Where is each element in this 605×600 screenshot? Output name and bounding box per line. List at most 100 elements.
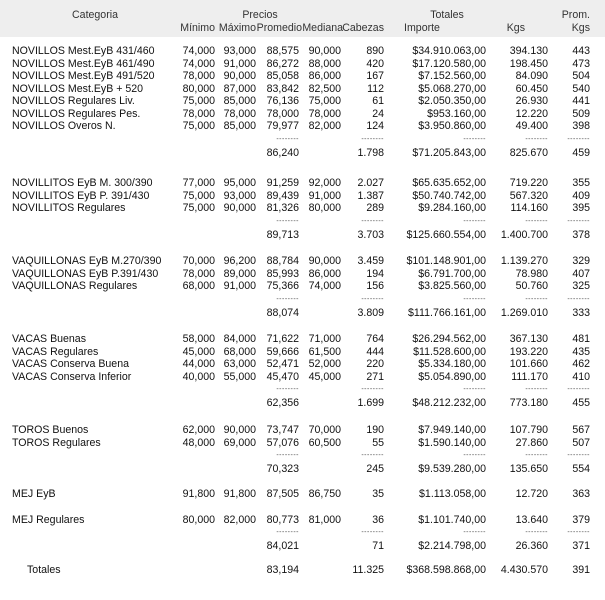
row-category: NOVILLOS Overos N. <box>12 120 116 132</box>
totals-kgs: 4.430.570 <box>500 564 548 576</box>
row-max: 91,800 <box>223 488 256 500</box>
separator-importe: -------- <box>463 295 486 303</box>
row-max: 82,000 <box>223 513 256 526</box>
row-max: 63,000 <box>223 358 256 370</box>
row-med: 86,750 <box>308 488 341 500</box>
row-pkg: 481 <box>572 333 590 345</box>
row-category: MEJ EyB <box>12 488 56 500</box>
row-med: 82,000 <box>308 120 341 132</box>
row-max: 87,000 <box>223 82 256 95</box>
row-pkg: 329 <box>572 255 590 267</box>
separator-cabezas: -------- <box>361 135 384 143</box>
row-cab: 271 <box>366 370 384 383</box>
row-imp: $9.284.160,00 <box>418 202 486 214</box>
row-kgs: 26.930 <box>515 95 548 107</box>
row-med: 70,000 <box>308 424 341 436</box>
row-imp: $65.635.652,00 <box>412 177 486 189</box>
separator-promedio: -------- <box>276 529 299 536</box>
row-max: 85,000 <box>223 120 256 132</box>
subtotal-pkg: 554 <box>572 463 590 475</box>
row-prom: 85,058 <box>266 70 299 82</box>
row-category: VAQUILLONAS Regulares <box>12 280 138 292</box>
row-imp: $5.334.180,00 <box>418 358 486 370</box>
row-prom: 76,136 <box>266 95 299 107</box>
row-cab: 156 <box>366 280 384 292</box>
row-kgs: 114.160 <box>510 202 548 214</box>
row-prom: 80,773 <box>266 513 299 526</box>
row-category: NOVILLITOS EyB P. 391/430 <box>12 189 150 202</box>
row-imp: $6.791.700,00 <box>418 267 486 280</box>
row-max: 90,000 <box>223 202 256 214</box>
row-kgs: 13.640 <box>515 513 548 526</box>
row-pkg: 363 <box>572 488 590 500</box>
row-med: 75,000 <box>308 95 341 107</box>
header-minimo: Mínimo <box>180 22 215 34</box>
row-min: 58,000 <box>182 333 215 345</box>
row-med: 86,000 <box>308 70 341 82</box>
row-prom: 81,326 <box>266 202 299 214</box>
row-cab: 289 <box>366 202 384 214</box>
row-prom: 59,666 <box>266 345 299 358</box>
separator-prom-kgs: -------- <box>567 452 590 459</box>
row-imp: $7.949.140,00 <box>418 424 486 436</box>
separator-promedio: -------- <box>276 295 299 303</box>
row-category: VACAS Regulares <box>12 345 99 358</box>
row-min: 91,800 <box>182 488 215 500</box>
row-imp: $5.068.270,00 <box>418 82 486 95</box>
row-max: 91,000 <box>223 57 256 70</box>
row-kgs: 12.220 <box>515 107 548 120</box>
subtotal-kgs: 773.180 <box>509 397 548 409</box>
row-pkg: 443 <box>572 45 590 57</box>
subtotal-pkg: 333 <box>572 306 590 319</box>
separator-promedio: -------- <box>276 386 299 393</box>
separator-importe: -------- <box>463 135 486 143</box>
row-pkg: 507 <box>572 436 590 449</box>
separator-kgs: -------- <box>525 529 548 536</box>
row-med: 78,000 <box>308 107 341 120</box>
separator-kgs: -------- <box>525 295 548 303</box>
row-kgs: 1.139.270 <box>500 255 548 267</box>
row-kgs: 394.130 <box>509 45 548 57</box>
row-pkg: 540 <box>572 82 590 95</box>
subtotal-promedio: 86,240 <box>266 146 299 159</box>
row-med: 82,500 <box>308 82 341 95</box>
row-max: 91,000 <box>223 280 256 292</box>
row-prom: 71,622 <box>266 333 299 345</box>
header-band <box>0 0 605 37</box>
row-max: 90,000 <box>223 424 256 436</box>
row-prom: 86,272 <box>266 57 299 70</box>
subtotal-cab: 1.699 <box>357 397 384 409</box>
row-category: NOVILLOS Mest.EyB 431/460 <box>12 45 155 57</box>
row-pkg: 509 <box>572 107 590 120</box>
row-cab: 2.027 <box>357 177 384 189</box>
separator-importe: -------- <box>463 452 486 459</box>
row-cab: 36 <box>372 513 384 526</box>
row-kgs: 719.220 <box>509 177 548 189</box>
row-max: 68,000 <box>223 345 256 358</box>
row-max: 93,000 <box>223 45 256 57</box>
row-pkg: 462 <box>572 358 590 370</box>
separator-prom-kgs: -------- <box>567 386 590 393</box>
row-category: NOVILLITOS EyB M. 300/390 <box>12 177 153 189</box>
row-max: 69,000 <box>223 436 256 449</box>
row-category: NOVILLOS Mest.EyB 461/490 <box>12 57 155 70</box>
header-kgs: Kgs <box>506 22 525 34</box>
row-cab: 112 <box>367 82 384 95</box>
row-kgs: 12.720 <box>515 488 548 500</box>
row-imp: $953.160,00 <box>427 107 486 120</box>
totals-cab: 11.325 <box>352 564 384 576</box>
row-pkg: 325 <box>572 280 590 292</box>
row-prom: 78,000 <box>266 107 299 120</box>
row-prom: 87,505 <box>266 488 299 500</box>
row-imp: $3.825.560,00 <box>418 280 486 292</box>
row-med: 71,000 <box>308 333 341 345</box>
row-med: 86,000 <box>308 267 341 280</box>
separator-kgs: -------- <box>525 217 548 225</box>
row-min: 68,000 <box>182 280 215 292</box>
row-category: VAQUILLONAS EyB M.270/390 <box>12 255 162 267</box>
separator-prom-kgs: -------- <box>567 295 590 303</box>
row-imp: $26.294.562,00 <box>412 333 486 345</box>
row-cab: 3.459 <box>357 255 384 267</box>
row-kgs: 567.320 <box>509 189 548 202</box>
subtotal-promedio: 70,323 <box>266 463 299 475</box>
